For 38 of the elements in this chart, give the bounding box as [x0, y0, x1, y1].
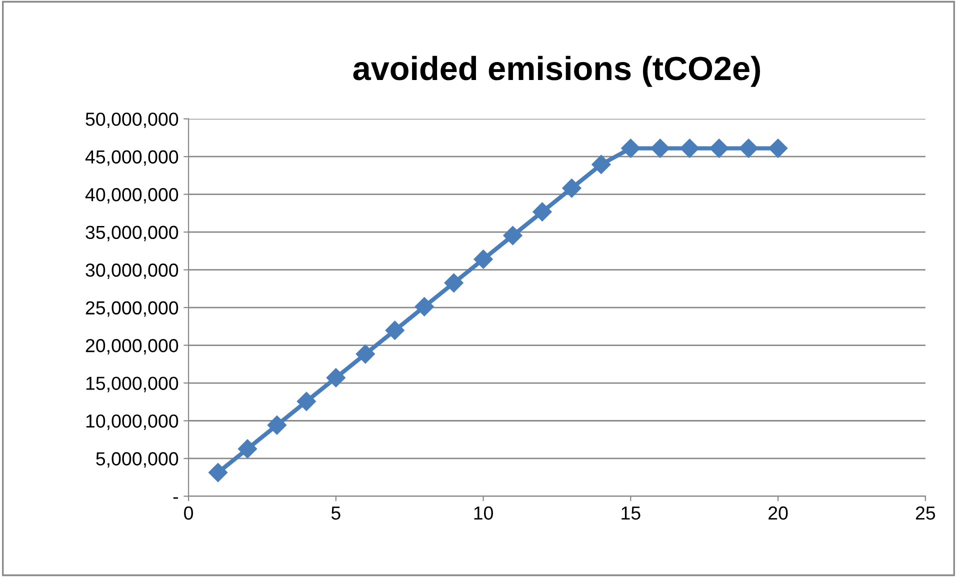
point [326, 368, 346, 388]
point [650, 138, 670, 158]
point [267, 416, 286, 435]
point [208, 462, 228, 482]
y-tick-label: 10,000,000 [86, 414, 178, 430]
point [621, 138, 640, 158]
point [562, 178, 582, 198]
y-tick-label: 25,000,000 [86, 301, 178, 317]
y-tick-label: 35,000,000 [86, 226, 178, 242]
point [296, 392, 316, 411]
y-tick-label: 5,000,000 [96, 452, 178, 468]
x-tick-label: 5 [331, 506, 340, 520]
point [444, 273, 464, 292]
point [356, 344, 375, 364]
point [768, 138, 788, 158]
point [532, 202, 552, 222]
y-tick-label: 20,000,000 [86, 338, 178, 354]
point [414, 297, 434, 316]
chart-title: avoided emisions (tCO2e) [353, 56, 760, 87]
point [592, 154, 611, 174]
point [238, 439, 258, 458]
y-tick-label: 15,000,000 [86, 376, 178, 392]
x-tick-label: 25 [916, 506, 936, 520]
point [385, 320, 404, 340]
x-tick-label: 15 [622, 506, 640, 520]
y-tick-label: 50,000,000 [86, 112, 178, 128]
point [503, 226, 522, 246]
y-tick-label: 45,000,000 [85, 150, 178, 166]
y-tick-label: - [173, 497, 178, 499]
y-tick-label: 40,000,000 [85, 188, 178, 204]
x-tick-label: 20 [768, 506, 788, 520]
point [739, 138, 758, 158]
x-tick-label: 10 [474, 506, 493, 520]
point [710, 138, 729, 158]
point [680, 138, 700, 158]
x-tick-label: 0 [184, 506, 194, 520]
point [474, 250, 493, 269]
y-tick-label: 30,000,000 [86, 264, 178, 279]
